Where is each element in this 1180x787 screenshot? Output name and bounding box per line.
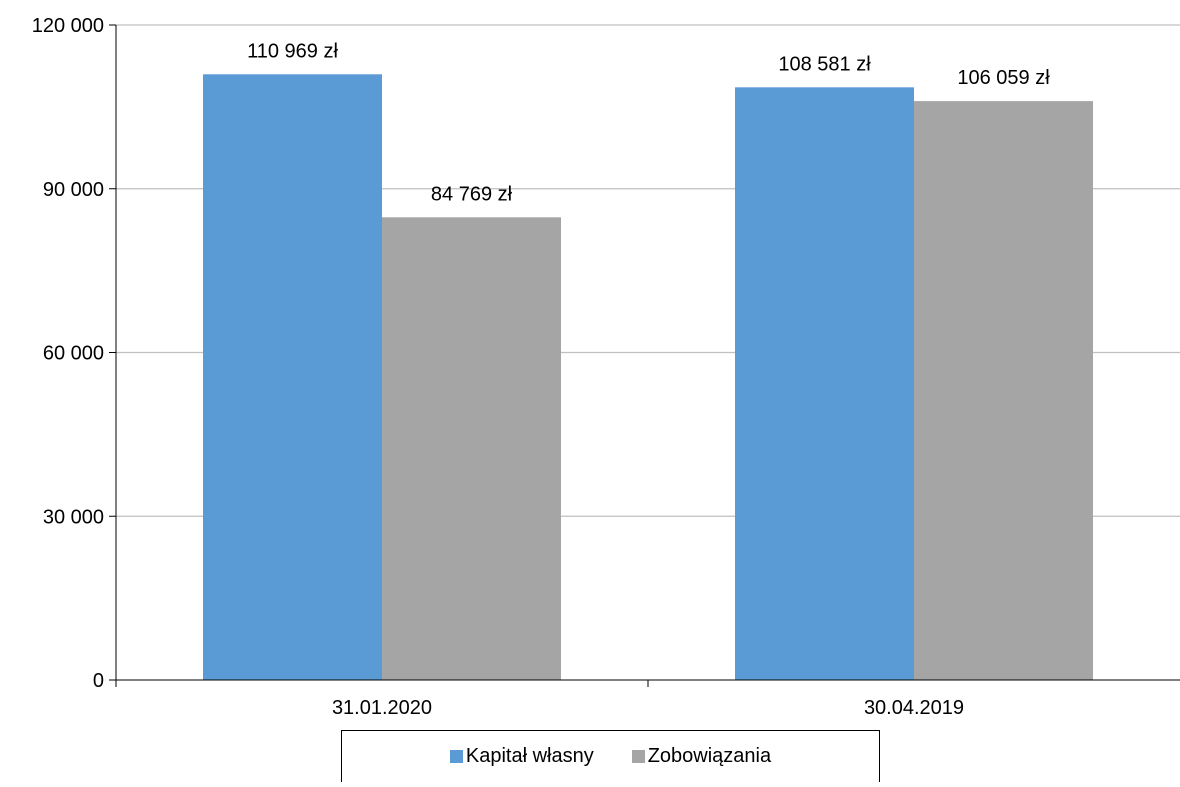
legend-swatch-kapital — [449, 750, 463, 763]
legend-swatch-zobowiazania — [631, 750, 645, 763]
y-tick-label: 30 000 — [43, 506, 104, 528]
bar-kapital — [203, 74, 382, 681]
data-labels: 110 969 zł 84 769 zł 108 581 zł 106 059 zł — [247, 40, 1050, 205]
legend-item-zobowiazania: Zobowiązania — [631, 745, 772, 768]
y-tick-label: 0 — [93, 670, 104, 692]
legend: Kapitał własny Zobowiązania — [341, 730, 880, 782]
x-tick-label: 31.01.2020 — [332, 697, 432, 719]
legend-item-kapital: Kapitał własny — [449, 745, 594, 768]
bar-kapital — [735, 87, 914, 680]
bar-zobowiazania — [914, 101, 1093, 681]
y-tick-label: 120 000 — [32, 15, 104, 37]
y-tick-label: 60 000 — [43, 343, 104, 365]
x-tick-label: 30.04.2019 — [864, 697, 964, 719]
axes: 0 30 000 60 000 90 000 120 000 31.01.2020 30.0… — [32, 15, 1180, 719]
data-label: 110 969 zł — [247, 40, 338, 62]
data-label: 106 059 zł — [957, 67, 1050, 89]
y-tick-label: 90 000 — [43, 179, 104, 201]
legend-label-zobowiazania: Zobowiązania — [647, 745, 772, 767]
legend-label-kapital: Kapitał własny — [465, 745, 594, 767]
data-label: 108 581 zł — [778, 53, 871, 75]
data-label: 84 769 zł — [431, 183, 513, 205]
bar-zobowiazania — [382, 217, 561, 680]
bars — [203, 74, 1093, 681]
